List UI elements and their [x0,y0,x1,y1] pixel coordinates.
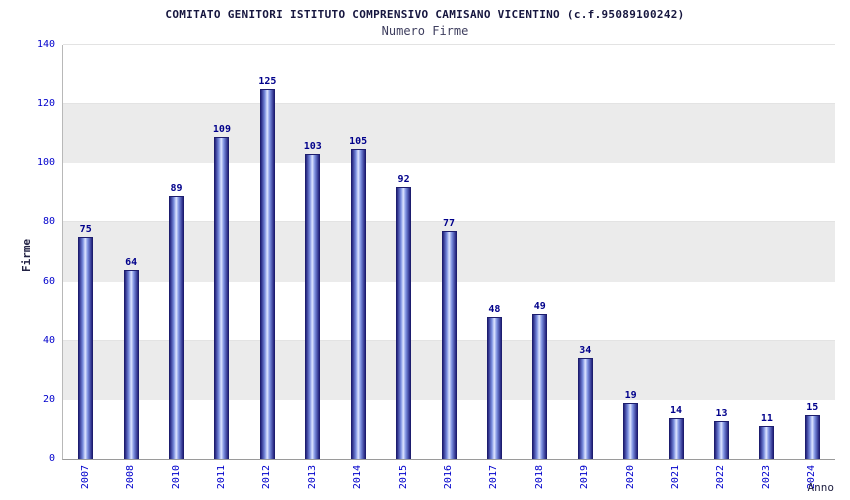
bar-value-label: 125 [258,76,277,88]
bar: 48 [486,305,502,459]
y-tick-label: 80 [42,216,55,228]
x-tick-label: 2014 [352,465,364,490]
bar-value-label: 48 [488,304,501,316]
bar-value-label: 75 [79,224,92,236]
bar-value-label: 13 [715,407,728,419]
x-tick-label: 2008 [125,465,137,490]
y-tick-label: 0 [48,453,55,464]
bar: 19 [623,390,639,459]
y-tick-label: 100 [36,157,55,169]
x-tick-label: 2020 [624,465,636,490]
chart-title: COMITATO GENITORI ISTITUTO COMPRENSIVO C… [165,8,685,21]
x-tick-label: 2019 [579,465,591,490]
bar: 14 [668,405,684,459]
bar-value-label: 34 [579,345,592,357]
chart-subtitle: Numero Firme [381,24,469,38]
bar: 105 [349,136,367,459]
bar: 49 [532,302,548,459]
x-tick-label: 2013 [306,465,318,490]
bar: 34 [577,346,593,459]
bar: 125 [258,77,276,459]
y-tick-label: 120 [36,98,55,110]
bar: 15 [804,402,820,459]
bar: 64 [123,257,139,459]
x-tick-label: 2010 [170,465,182,490]
y-tick-label: 60 [42,275,55,287]
y-tick-label: 40 [42,334,55,346]
y-axis-label: Firme [20,238,33,272]
x-tick-label: 2012 [261,465,273,490]
bar-value-label: 64 [125,256,138,268]
bar-value-label: 105 [349,135,368,147]
bar: 103 [304,142,322,459]
bar-value-label: 19 [624,389,637,401]
x-tick-label: 2016 [443,465,454,490]
plot-area: 0 20 40 60 80 100 120 140 75 2007 64 2008 89 2010 109 2… [37,40,835,489]
bar-value-label: 89 [170,182,183,194]
bar: 89 [169,183,185,459]
y-tick-label: 140 [36,39,55,50]
x-tick-label: 2017 [488,465,500,490]
bar-value-label: 109 [212,123,231,135]
bar-value-label: 103 [303,141,322,153]
bar-value-label: 77 [442,218,456,230]
x-tick-label: 2021 [670,465,682,490]
grid-band [63,44,835,104]
bar: 13 [713,408,729,459]
x-axis-label: Anno [807,481,835,494]
x-tick-label: 2007 [79,465,91,490]
bar: 75 [78,225,94,459]
bar: 109 [213,124,231,459]
bar-value-label: 92 [397,173,410,185]
bar-value-label: 14 [670,404,683,416]
grid-band [63,103,835,164]
x-tick-label: 2022 [715,465,727,490]
bar-value-label: 11 [760,413,773,425]
x-tick-label: 2018 [533,465,545,490]
bar: 11 [759,414,775,459]
x-tick-label: 2015 [397,465,409,490]
x-tick-label: 2011 [215,465,227,490]
bar-value-label: 49 [533,301,546,313]
x-tick-label: 2023 [760,465,772,490]
bar: 77 [441,219,457,459]
bar: 92 [396,174,412,459]
y-tick-label: 20 [42,393,55,405]
bar-value-label: 15 [806,401,819,413]
